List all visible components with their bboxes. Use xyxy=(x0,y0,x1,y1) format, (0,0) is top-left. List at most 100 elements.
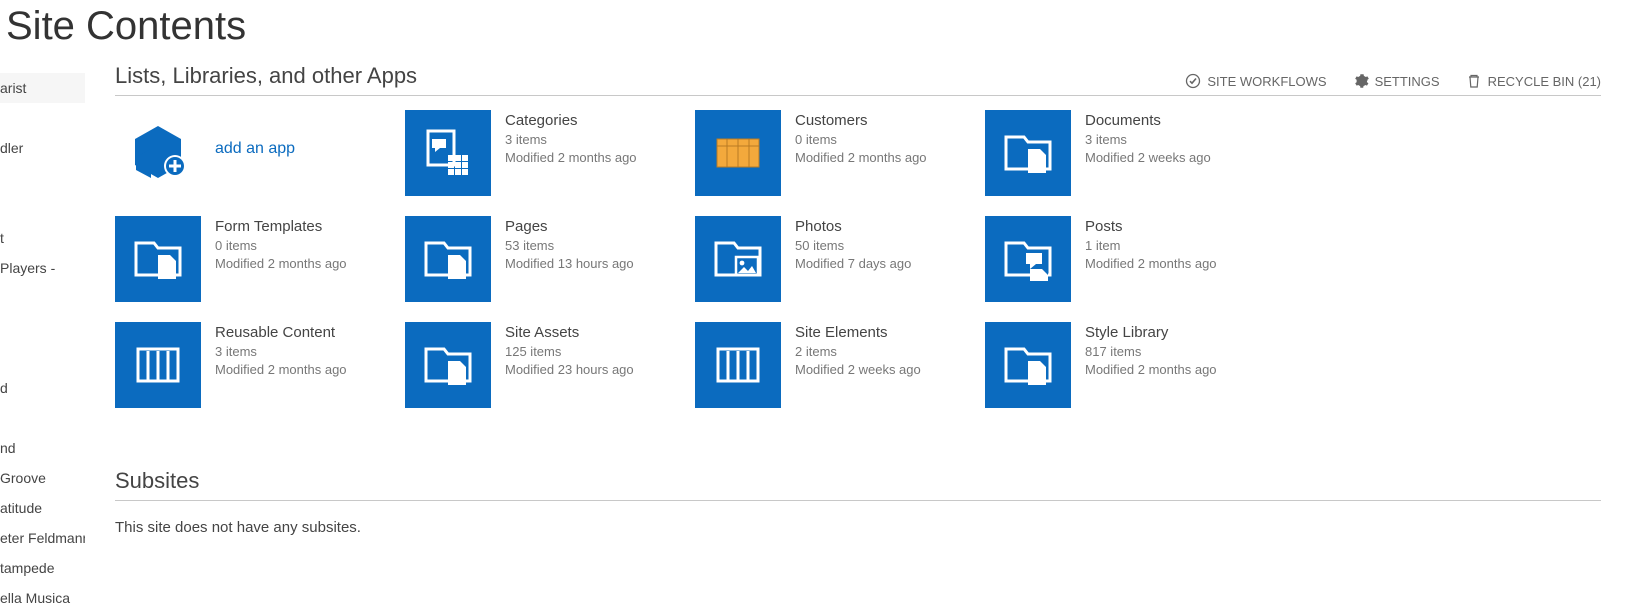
app-title: Site Elements xyxy=(795,324,921,341)
app-item-count: 125 items xyxy=(505,343,634,361)
sidebar-item-4[interactable] xyxy=(0,193,85,223)
sidebar-item-0[interactable]: arist xyxy=(0,73,85,103)
sidebar-item-11[interactable] xyxy=(0,403,85,433)
sidebar-item-7[interactable] xyxy=(0,283,85,313)
app-tile-text: Documents 3 itemsModified 2 weeks ago xyxy=(1085,110,1211,167)
app-item-count: 0 items xyxy=(215,237,347,255)
app-tile-text: Site Elements 2 itemsModified 2 weeks ago xyxy=(795,322,921,379)
sidebar-item-1[interactable] xyxy=(0,103,85,133)
app-modified: Modified 2 months ago xyxy=(215,361,347,379)
recycle-bin-link[interactable]: RECYCLE BIN (21) xyxy=(1466,73,1601,89)
app-item-count: 0 items xyxy=(795,131,927,149)
sidebar-item-3[interactable] xyxy=(0,163,85,193)
photos-icon xyxy=(695,216,781,302)
sidebar-item-12[interactable]: nd xyxy=(0,433,85,463)
app-tile[interactable]: Site Assets 125 itemsModified 23 hours ag… xyxy=(405,322,695,408)
app-title: Customers xyxy=(795,112,927,129)
app-title: Categories xyxy=(505,112,637,129)
page-title: Site Contents xyxy=(0,0,1631,63)
library-icon xyxy=(405,322,491,408)
list-icon xyxy=(695,322,781,408)
app-item-count: 1 item xyxy=(1085,237,1217,255)
section-header: Lists, Libraries, and other Apps SITE WO… xyxy=(115,63,1601,96)
site-workflows-link[interactable]: SITE WORKFLOWS xyxy=(1185,73,1326,89)
gear-icon xyxy=(1353,73,1369,89)
section-title: Lists, Libraries, and other Apps xyxy=(115,63,417,89)
library-icon xyxy=(405,216,491,302)
app-tile[interactable]: Style Library 817 itemsModified 2 months … xyxy=(985,322,1275,408)
app-modified: Modified 2 months ago xyxy=(1085,255,1217,273)
app-item-count: 3 items xyxy=(1085,131,1211,149)
app-item-count: 3 items xyxy=(505,131,637,149)
app-title: Posts xyxy=(1085,218,1217,235)
recycle-bin-label: RECYCLE BIN (21) xyxy=(1488,74,1601,89)
subsites-empty-message: This site does not have any subsites. xyxy=(115,519,1601,536)
app-tile-text: Pages 53 itemsModified 13 hours ago xyxy=(505,216,634,273)
sidebar-item-15[interactable]: eter Feldmann xyxy=(0,523,85,553)
settings-label: SETTINGS xyxy=(1375,74,1440,89)
app-tile-text: Reusable Content 3 itemsModified 2 months… xyxy=(215,322,347,379)
app-item-count: 50 items xyxy=(795,237,911,255)
posts-icon xyxy=(985,216,1071,302)
sidebar-item-5[interactable]: t xyxy=(0,223,85,253)
app-title: Site Assets xyxy=(505,324,634,341)
sidebar-item-17[interactable]: ella Musica xyxy=(0,583,85,613)
library-icon xyxy=(985,322,1071,408)
app-tile[interactable]: Customers 0 itemsModified 2 months ago xyxy=(695,110,985,196)
add-an-app-tile[interactable]: add an app xyxy=(115,110,405,196)
app-tile[interactable]: Categories 3 itemsModified 2 months ago xyxy=(405,110,695,196)
app-modified: Modified 2 months ago xyxy=(215,255,347,273)
library-icon xyxy=(985,110,1071,196)
app-title: Documents xyxy=(1085,112,1211,129)
app-tile-text: Style Library 817 itemsModified 2 months … xyxy=(1085,322,1217,379)
app-tile-text: Photos 50 itemsModified 7 days ago xyxy=(795,216,911,273)
app-item-count: 53 items xyxy=(505,237,634,255)
add-app-icon xyxy=(115,110,201,196)
sidebar-item-16[interactable]: tampede xyxy=(0,553,85,583)
app-item-count: 3 items xyxy=(215,343,347,361)
app-modified: Modified 2 months ago xyxy=(1085,361,1217,379)
app-tile-text: Form Templates 0 itemsModified 2 months a… xyxy=(215,216,347,273)
list-icon xyxy=(115,322,201,408)
app-modified: Modified 7 days ago xyxy=(795,255,911,273)
subsites-title: Subsites xyxy=(115,468,1601,494)
sidebar-item-10[interactable]: d xyxy=(0,373,85,403)
app-tile-text: Site Assets 125 itemsModified 23 hours ag… xyxy=(505,322,634,379)
app-modified: Modified 23 hours ago xyxy=(505,361,634,379)
site-workflows-label: SITE WORKFLOWS xyxy=(1207,74,1326,89)
app-tile-text: Customers 0 itemsModified 2 months ago xyxy=(795,110,927,167)
sidebar: arist dler tPlayers - d ndGrooveatitudeeter … xyxy=(0,63,85,613)
app-tile[interactable]: Photos 50 itemsModified 7 days ago xyxy=(695,216,985,302)
app-tile[interactable]: Pages 53 itemsModified 13 hours ago xyxy=(405,216,695,302)
app-tile[interactable]: Documents 3 itemsModified 2 weeks ago xyxy=(985,110,1275,196)
app-title: Pages xyxy=(505,218,634,235)
app-tile[interactable]: Reusable Content 3 itemsModified 2 months… xyxy=(115,322,405,408)
app-modified: Modified 13 hours ago xyxy=(505,255,634,273)
sidebar-item-6[interactable]: Players - xyxy=(0,253,85,283)
sidebar-item-8[interactable] xyxy=(0,313,85,343)
app-title: Style Library xyxy=(1085,324,1217,341)
sidebar-item-2[interactable]: dler xyxy=(0,133,85,163)
sidebar-item-13[interactable]: Groove xyxy=(0,463,85,493)
app-tile-grid: add an app Categories3 itemsModified 2 m… xyxy=(115,110,1601,408)
customers-icon xyxy=(695,110,781,196)
app-tile[interactable]: Site Elements 2 itemsModified 2 weeks ago xyxy=(695,322,985,408)
app-title: Reusable Content xyxy=(215,324,347,341)
app-modified: Modified 2 months ago xyxy=(505,149,637,167)
app-modified: Modified 2 months ago xyxy=(795,149,927,167)
app-item-count: 2 items xyxy=(795,343,921,361)
workflows-icon xyxy=(1185,73,1201,89)
settings-link[interactable]: SETTINGS xyxy=(1353,73,1440,89)
library-icon xyxy=(115,216,201,302)
sidebar-item-14[interactable]: atitude xyxy=(0,493,85,523)
app-tile[interactable]: Form Templates 0 itemsModified 2 months a… xyxy=(115,216,405,302)
app-title: Photos xyxy=(795,218,911,235)
sidebar-item-9[interactable] xyxy=(0,343,85,373)
add-app-text: add an app xyxy=(215,110,295,160)
app-item-count: 817 items xyxy=(1085,343,1217,361)
app-modified: Modified 2 weeks ago xyxy=(795,361,921,379)
app-modified: Modified 2 weeks ago xyxy=(1085,149,1211,167)
app-tile[interactable]: Posts 1 itemModified 2 months ago xyxy=(985,216,1275,302)
discussion-icon xyxy=(405,110,491,196)
app-title: Form Templates xyxy=(215,218,347,235)
